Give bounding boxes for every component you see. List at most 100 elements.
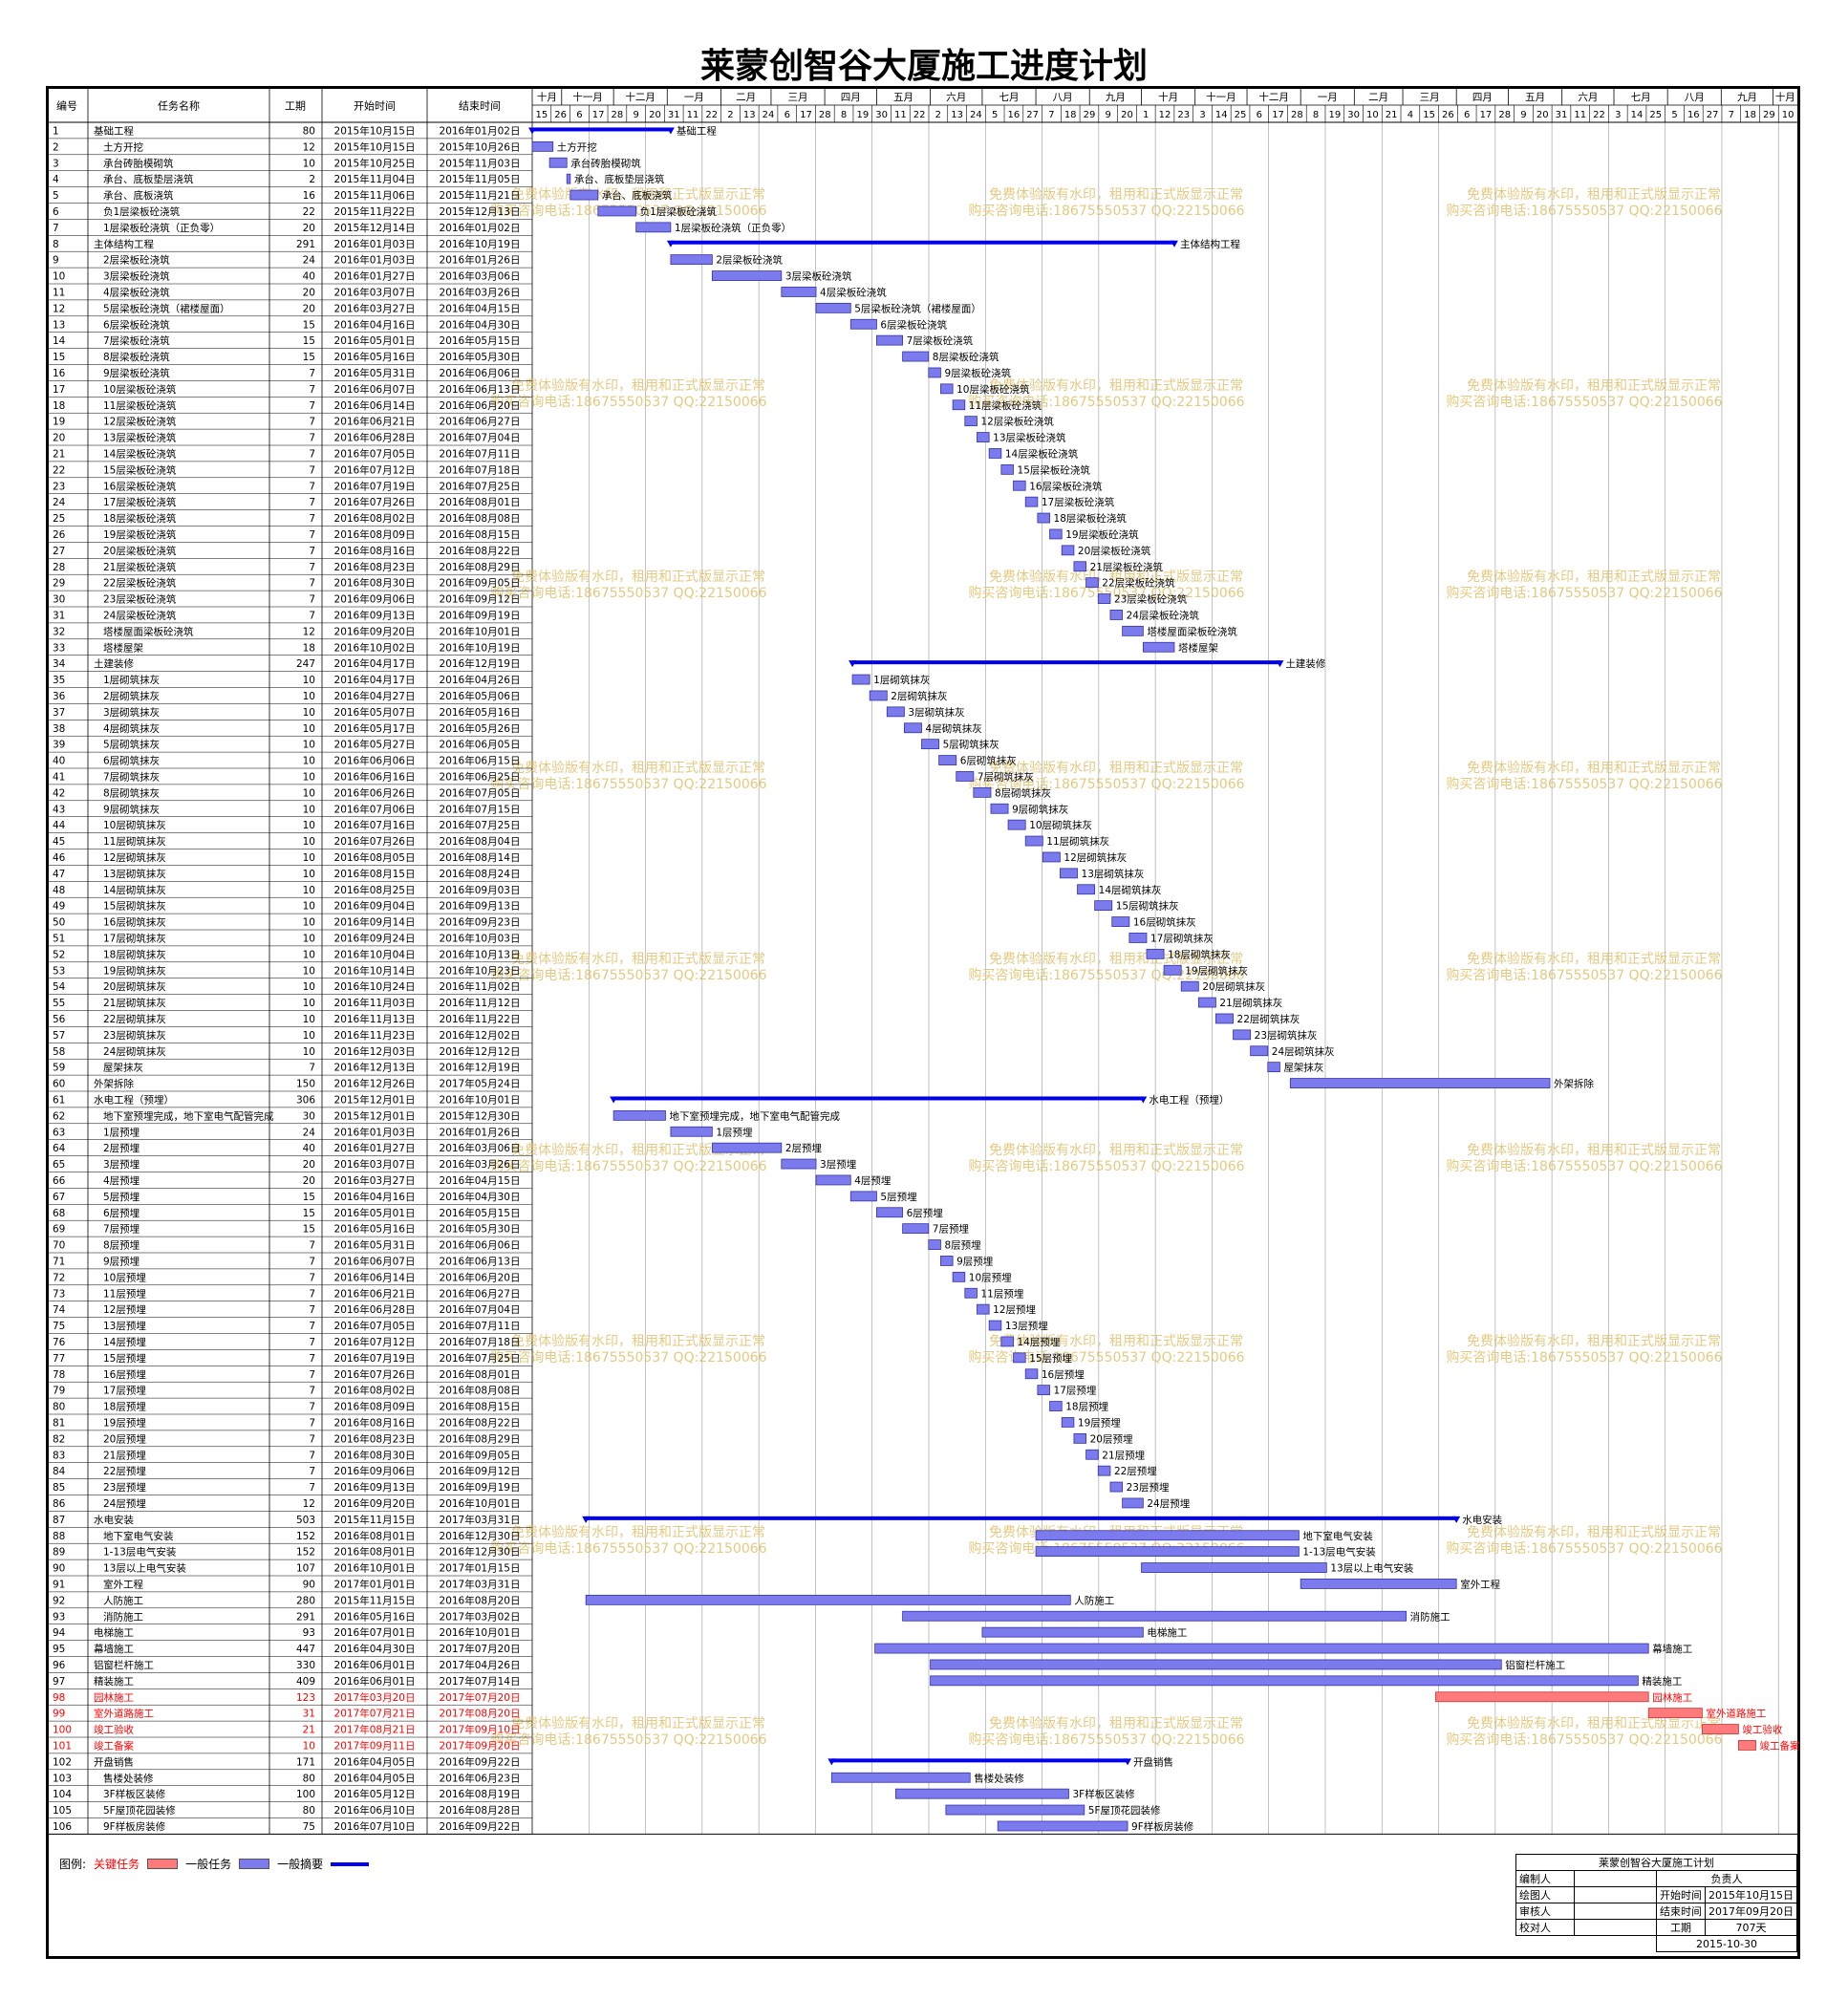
bar-label: 18层砌筑抹灰 xyxy=(1168,948,1231,960)
task-bar xyxy=(781,287,817,297)
task-name: 19层梁板砼浇筑 xyxy=(103,528,177,541)
task-id: 10 xyxy=(53,271,65,283)
task-id: 64 xyxy=(53,1143,66,1154)
day-label: 15 xyxy=(1423,110,1435,120)
task-bar xyxy=(585,1594,1071,1605)
task-end: 2016年05月26日 xyxy=(440,722,521,735)
task-start: 2016年06月06日 xyxy=(334,755,416,767)
task-start: 2016年07月01日 xyxy=(334,1626,416,1639)
task-start: 2016年04月05日 xyxy=(334,1755,416,1768)
watermark-text: 免费体验版有水印，租用和正式版显示正常 xyxy=(989,570,1243,585)
task-end: 2016年04月15日 xyxy=(440,1174,521,1187)
task-bar xyxy=(1037,512,1050,524)
bar-label: 园林施工 xyxy=(1652,1691,1692,1704)
task-duration: 10 xyxy=(303,804,315,815)
task-bar xyxy=(876,1207,904,1218)
bar-label: 22层梁板砼浇筑 xyxy=(1102,577,1175,590)
task-bar xyxy=(1094,900,1113,912)
info-reviewer: 审核人 xyxy=(1515,1903,1575,1920)
day-label: 21 xyxy=(1386,110,1398,120)
column-header: 工期 xyxy=(285,100,306,113)
bar-label: 22层预埋 xyxy=(1114,1466,1157,1477)
task-end: 2016年06月15日 xyxy=(440,755,521,767)
task-bar xyxy=(612,1109,666,1121)
task-name: 精装施工 xyxy=(94,1675,134,1688)
task-bar xyxy=(1073,561,1086,572)
bar-label: 9层砌筑抹灰 xyxy=(1012,803,1068,815)
task-end: 2017年03月31日 xyxy=(440,1514,521,1526)
bar-label: 17层梁板砼浇筑 xyxy=(1042,496,1115,508)
task-duration: 7 xyxy=(309,1304,315,1316)
task-duration: 291 xyxy=(296,1611,315,1623)
task-bar xyxy=(1163,964,1182,976)
bar-label: 12层梁板砼浇筑 xyxy=(980,416,1054,428)
task-end: 2016年08月29日 xyxy=(440,1432,521,1445)
task-end: 2016年08月20日 xyxy=(440,1594,521,1606)
task-name: 土方开挖 xyxy=(103,140,143,153)
task-bar xyxy=(869,690,888,701)
bar-label: 室外道路施工 xyxy=(1706,1708,1766,1720)
task-start: 2016年04月17日 xyxy=(334,657,416,670)
task-id: 86 xyxy=(53,1498,66,1510)
task-bar xyxy=(928,367,941,378)
task-end: 2016年10月01日 xyxy=(440,1497,521,1510)
task-name: 幕墙施工 xyxy=(94,1643,134,1655)
task-bar xyxy=(1233,1029,1252,1041)
task-name: 地下室预埋完成，地下室电气配管完成 xyxy=(103,1109,274,1122)
bar-label: 7层梁板砼浇筑 xyxy=(907,334,974,347)
bar-label: 室外工程 xyxy=(1460,1578,1500,1590)
task-bar xyxy=(874,1643,1649,1654)
task-start: 2016年07月26日 xyxy=(334,1368,416,1381)
bar-label: 屋架抹灰 xyxy=(1283,1062,1323,1074)
task-duration: 7 xyxy=(309,368,315,379)
bar-label: 幕墙施工 xyxy=(1652,1643,1692,1655)
task-bar xyxy=(1073,1432,1086,1444)
day-label: 5 xyxy=(992,110,998,120)
day-label: 31 xyxy=(668,110,680,120)
task-name: 开盘销售 xyxy=(94,1755,134,1768)
task-start: 2016年05月07日 xyxy=(334,706,416,719)
task-duration: 10 xyxy=(303,836,315,848)
task-duration: 7 xyxy=(309,1417,315,1429)
task-bar xyxy=(1035,1546,1300,1558)
bar-label: 20层梁板砼浇筑 xyxy=(1078,545,1151,557)
task-end: 2016年08月28日 xyxy=(440,1804,521,1817)
task-bar xyxy=(904,722,922,734)
task-end: 2016年09月19日 xyxy=(440,609,521,621)
task-name: 1层砌筑抹灰 xyxy=(103,674,160,686)
task-duration: 10 xyxy=(303,949,315,960)
task-start: 2016年01月03日 xyxy=(334,1126,416,1138)
task-id: 4 xyxy=(53,174,59,185)
month-label: 四月 xyxy=(1472,92,1493,103)
bar-label: 售楼处装修 xyxy=(974,1772,1024,1784)
bar-label: 承台、底板浇筑 xyxy=(602,189,673,202)
watermark-text: 免费体验版有水印，租用和正式版显示正常 xyxy=(511,1334,765,1349)
task-duration: 16 xyxy=(303,190,316,202)
task-name: 9层梁板砼浇筑 xyxy=(103,367,170,379)
task-name: 售楼处装修 xyxy=(103,1772,154,1784)
task-name: 16层预埋 xyxy=(103,1369,146,1381)
task-name: 11层预埋 xyxy=(103,1288,146,1300)
task-start: 2016年04月05日 xyxy=(334,1772,416,1784)
task-duration: 7 xyxy=(309,1240,315,1252)
task-duration: 10 xyxy=(303,1046,315,1058)
task-start: 2016年05月12日 xyxy=(334,1788,416,1800)
task-id: 63 xyxy=(53,1127,65,1138)
task-duration: 503 xyxy=(296,1515,315,1526)
task-bar xyxy=(830,1772,971,1783)
task-id: 76 xyxy=(53,1337,66,1348)
task-name: 21层预埋 xyxy=(103,1450,146,1461)
task-bar xyxy=(1111,916,1130,927)
task-id: 92 xyxy=(53,1595,65,1606)
task-start: 2016年06月14日 xyxy=(334,399,416,412)
bar-label: 精装施工 xyxy=(1642,1675,1682,1688)
task-end: 2016年07月05日 xyxy=(440,786,521,799)
task-name: 承台、底板垫层浇筑 xyxy=(103,173,194,185)
watermark-text: 购买咨询电话:18675550537 QQ:22150066 xyxy=(490,1159,766,1174)
summary-start-marker xyxy=(528,127,536,135)
task-name: 16层梁板砼浇筑 xyxy=(103,480,177,492)
bar-label: 10层预埋 xyxy=(969,1272,1012,1283)
task-end: 2015年11月03日 xyxy=(440,157,521,169)
task-name: 5层梁板砼浇筑（裙楼屋面） xyxy=(103,302,230,314)
day-label: 6 xyxy=(784,110,790,120)
